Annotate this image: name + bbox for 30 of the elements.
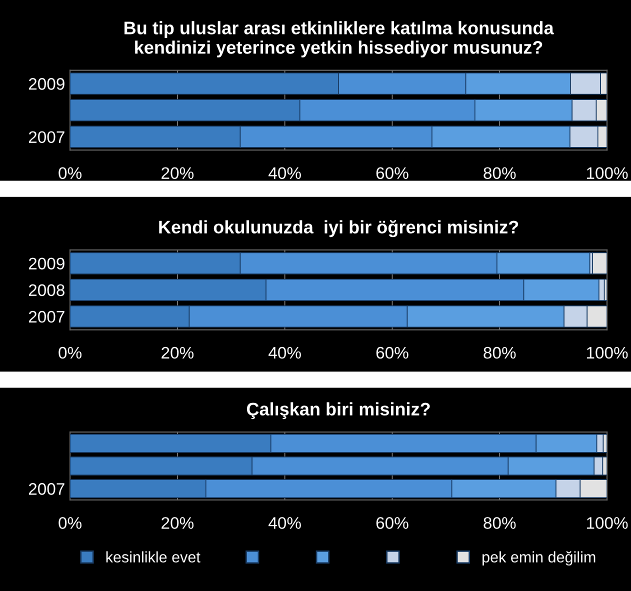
legend-label: kesinlikle evet <box>106 551 200 563</box>
chart-title: Çalışkan biri misiniz? <box>246 402 430 420</box>
x-tick-label: 0% <box>58 346 82 359</box>
x-tick-label: 0% <box>58 517 82 529</box>
x-tick-label: 60% <box>376 167 408 180</box>
x-tick-label: 100% <box>586 346 628 359</box>
x-tick-label: 80% <box>484 517 516 529</box>
x-tick-label: 100% <box>586 167 628 180</box>
x-tick-label: 80% <box>484 346 516 359</box>
y-tick-label: 2007 <box>28 483 64 495</box>
y-tick-label: 2007 <box>28 310 64 323</box>
x-tick-label: 40% <box>268 346 301 359</box>
x-tick-label: 0% <box>58 167 82 180</box>
chart-title: Kendi okulunuzda iyi bir öğrenci misiniz? <box>159 220 518 238</box>
chart-title: Bu tip uluslar arası etkinliklere katılma konusunda kendinizi yeterince yetkin hissediyor musunuz? <box>124 21 554 58</box>
y-tick-label: 2007 <box>28 131 64 144</box>
x-tick-label: 40% <box>268 517 301 529</box>
y-tick-label: 2008 <box>28 284 64 296</box>
x-tick-label: 20% <box>162 517 194 529</box>
x-tick-label: 60% <box>376 517 408 529</box>
x-tick-label: 20% <box>162 346 194 359</box>
y-tick-label: 2009 <box>28 78 64 90</box>
x-tick-label: 100% <box>586 517 628 529</box>
x-tick-label: 80% <box>484 167 516 180</box>
x-tick-label: 40% <box>268 167 301 180</box>
y-tick-label: 2009 <box>28 258 64 270</box>
bar <box>592 252 608 274</box>
legend-label: pek emin değilim <box>482 551 596 566</box>
x-tick-label: 20% <box>162 167 194 180</box>
x-tick-label: 60% <box>376 346 408 359</box>
